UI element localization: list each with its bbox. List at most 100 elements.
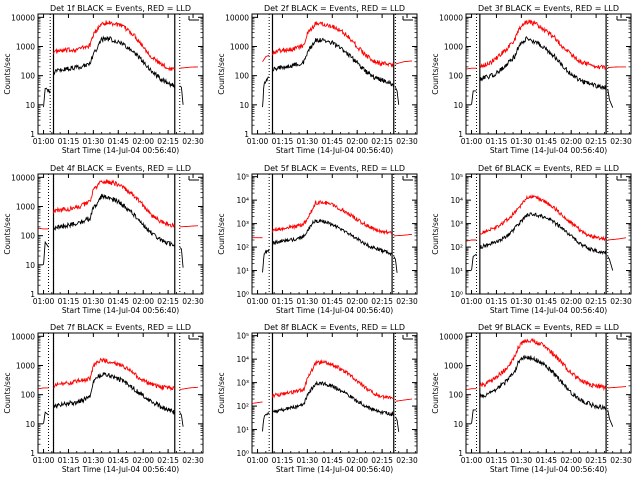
x-tick-label: 01:15	[486, 297, 508, 306]
y-tick-label: 10	[239, 101, 249, 110]
events-series-line	[272, 218, 393, 257]
x-tick-label: 01:45	[321, 456, 343, 465]
detector-panel: Det 2f BLACK = Events, RED = LLD 01:00 01:…	[217, 4, 418, 155]
x-tick-label: 02:00	[132, 297, 154, 306]
x-tick-label: 01:45	[535, 297, 557, 306]
plot-frame	[251, 13, 418, 135]
events-series-line	[479, 36, 607, 90]
x-axis-label: Start Time (14-Jul-04 00:56:40)	[490, 465, 607, 474]
events-series-line	[393, 256, 398, 273]
y-axis-label: Counts/sec	[217, 53, 226, 94]
lld-series-line	[53, 179, 176, 228]
y-axis-label: Counts/sec	[3, 213, 12, 254]
x-tick-label: 02:15	[157, 297, 179, 306]
x-tick-label: 02:00	[346, 297, 368, 306]
x-tick-label: 01:00	[247, 137, 269, 146]
y-tick-label: 10¹	[450, 267, 463, 276]
lld-series-line	[53, 20, 176, 72]
plot-frame	[465, 13, 632, 135]
x-tick-label: 02:30	[396, 297, 418, 306]
y-tick-label: 10	[453, 101, 463, 110]
lld-series-line	[395, 60, 413, 65]
y-tick-label: 10	[453, 420, 463, 429]
chart-title: Det 2f BLACK = Events, RED = LLD	[264, 4, 405, 13]
lld-series-line	[393, 233, 413, 237]
lld-series-line	[272, 21, 395, 68]
y-tick-label: 100	[21, 391, 36, 400]
x-tick-label: 02:00	[132, 456, 154, 465]
x-tick-label: 01:45	[321, 137, 343, 146]
legend-marker	[402, 16, 413, 21]
lld-series-line	[38, 387, 49, 390]
chart-title: Det 8f BLACK = Events, RED = LLD	[264, 323, 405, 332]
lld-series-line	[252, 401, 263, 404]
events-series-line	[272, 37, 395, 88]
x-tick-label: 02:15	[371, 456, 393, 465]
lld-series-line	[466, 388, 477, 390]
x-tick-label: 02:15	[157, 456, 179, 465]
lld-series-line	[272, 200, 393, 235]
events-series-line	[471, 90, 477, 105]
y-tick-label: 1000	[16, 361, 35, 370]
x-axis-label: Start Time (14-Jul-04 00:56:40)	[276, 465, 393, 474]
lld-series-line	[179, 66, 198, 69]
y-tick-label: 10³	[236, 220, 249, 229]
events-series-line	[471, 409, 477, 424]
events-series-line	[53, 193, 176, 247]
x-tick-label: 02:00	[560, 137, 582, 146]
lld-series-line	[395, 398, 413, 402]
detector-panel: Det 9f BLACK = Events, RED = LLD 01:00 01:…	[431, 323, 632, 474]
y-tick-label: 10000	[11, 173, 35, 182]
x-tick-label: 02:30	[396, 137, 418, 146]
x-tick-label: 02:00	[346, 456, 368, 465]
events-series-line	[262, 248, 270, 273]
y-tick-label: 10³	[450, 220, 463, 229]
y-tick-label: 10	[25, 420, 35, 429]
y-tick-label: 10²	[236, 243, 249, 252]
events-series-line	[607, 88, 614, 108]
x-tick-label: 01:00	[461, 456, 483, 465]
events-series-line	[179, 246, 184, 268]
x-tick-label: 01:30	[83, 456, 105, 465]
y-tick-label: 1000	[444, 42, 463, 51]
lld-series-line	[53, 357, 176, 392]
x-tick-label: 01:00	[33, 456, 55, 465]
y-tick-label: 100	[235, 72, 250, 81]
y-tick-label: 10²	[450, 243, 463, 252]
chart-title: Det 9f BLACK = Events, RED = LLD	[478, 323, 619, 332]
x-tick-label: 01:45	[535, 456, 557, 465]
y-tick-label: 1	[244, 130, 249, 139]
x-axis-label: Start Time (14-Jul-04 00:56:40)	[62, 306, 179, 315]
y-tick-label: 10²	[236, 402, 249, 411]
x-tick-label: 02:15	[585, 137, 607, 146]
plot-frame	[37, 173, 204, 295]
events-series-line	[53, 35, 176, 89]
x-tick-label: 01:30	[297, 137, 319, 146]
lld-series-line	[607, 237, 627, 241]
chart-title: Det 5f BLACK = Events, RED = LLD	[264, 164, 405, 173]
chart-title: Det 7f BLACK = Events, RED = LLD	[50, 323, 191, 332]
lld-series-line	[479, 337, 607, 392]
y-tick-label: 1000	[16, 202, 35, 211]
events-series-line	[607, 409, 614, 427]
x-axis-label: Start Time (14-Jul-04 00:56:40)	[490, 306, 607, 315]
x-tick-label: 02:15	[585, 456, 607, 465]
plot-frame	[37, 332, 204, 454]
x-axis-label: Start Time (14-Jul-04 00:56:40)	[276, 146, 393, 155]
x-tick-label: 01:30	[511, 137, 533, 146]
x-axis-label: Start Time (14-Jul-04 00:56:40)	[276, 306, 393, 315]
y-tick-label: 1	[30, 449, 35, 458]
events-series-line	[395, 416, 400, 432]
x-tick-label: 01:15	[58, 297, 80, 306]
plot-frame	[465, 332, 632, 454]
y-tick-label: 100	[449, 72, 464, 81]
lld-series-line	[466, 239, 477, 242]
y-axis-label: Counts/sec	[431, 372, 440, 413]
y-tick-label: 100	[21, 72, 36, 81]
x-tick-label: 02:30	[182, 456, 204, 465]
x-axis-label: Start Time (14-Jul-04 00:56:40)	[62, 146, 179, 155]
x-tick-label: 01:30	[83, 297, 105, 306]
